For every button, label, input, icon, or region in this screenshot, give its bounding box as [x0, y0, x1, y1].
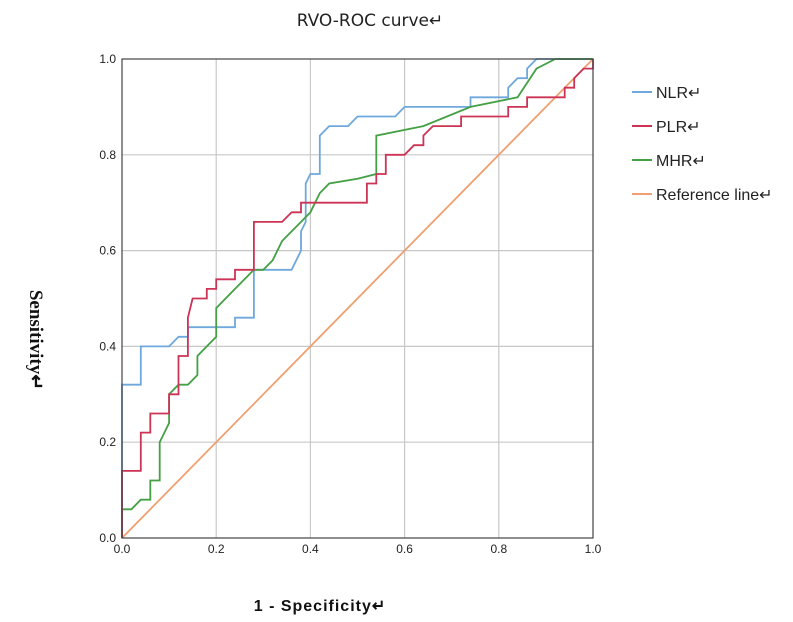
chart-title: RVO-ROC curve↵ [297, 11, 444, 31]
legend: NLR↵ PLR↵ MHR↵ Reference line↵ [632, 85, 773, 204]
series-line-0 [121, 58, 593, 538]
y-tick-label: 0.4 [99, 339, 116, 353]
legend-label: PLR↵ [656, 119, 701, 136]
y-tick-label: 0.2 [99, 435, 116, 449]
legend-label: Reference line↵ [656, 187, 773, 204]
x-tick-label: 0.0 [114, 542, 131, 556]
x-tick-labels: 0.0 0.2 0.4 0.6 0.8 1.0 [114, 542, 602, 556]
y-tick-label: 0.0 [99, 531, 116, 545]
y-tick-label: 1.0 [99, 52, 116, 66]
x-axis-label: 1 - Specificity↵ [254, 598, 387, 615]
series-line-1 [121, 59, 594, 538]
grid-lines [122, 59, 593, 538]
legend-label: NLR↵ [656, 85, 701, 102]
x-tick-label: 1.0 [585, 542, 602, 556]
y-tick-label: 0.6 [99, 244, 116, 258]
x-tick-label: 0.8 [490, 542, 507, 556]
x-tick-label: 0.4 [302, 542, 319, 556]
series-lines [121, 58, 594, 539]
y-tick-label: 0.8 [99, 148, 116, 162]
legend-label: MHR↵ [656, 153, 706, 170]
series-line-3 [121, 58, 594, 539]
y-tick-labels: 0.0 0.2 0.4 0.6 0.8 1.0 [99, 52, 116, 545]
y-axis-label: Sensitivity↵ [25, 290, 46, 390]
series-line-2 [121, 58, 593, 538]
plot-frame [121, 58, 594, 539]
x-tick-label: 0.2 [208, 542, 225, 556]
x-tick-label: 0.6 [396, 542, 413, 556]
